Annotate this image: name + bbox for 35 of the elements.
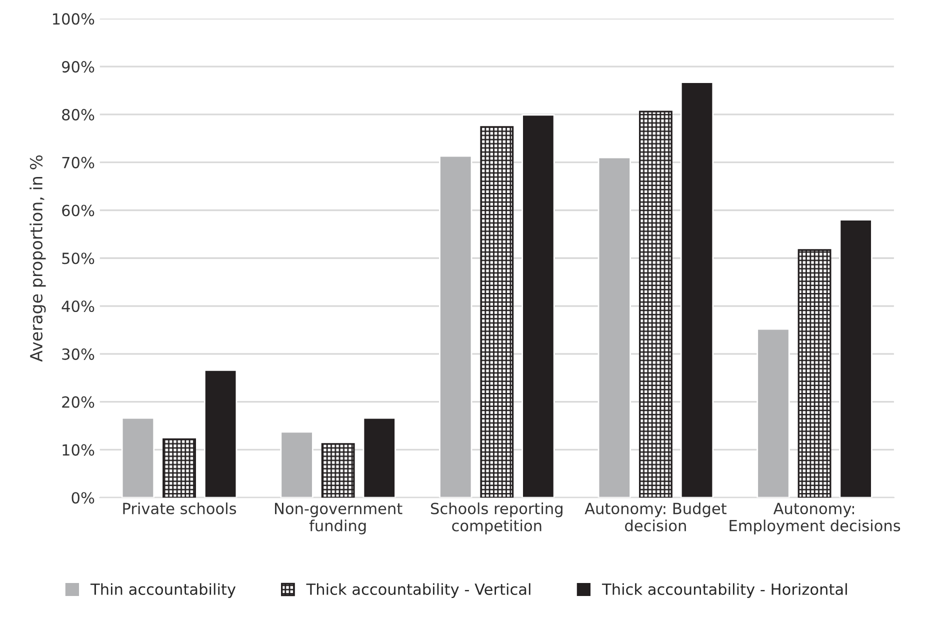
bar (480, 126, 514, 498)
y-tick-label: 60% (62, 204, 94, 216)
x-tick-label: Schools reporting competition (430, 502, 562, 534)
bar (439, 155, 472, 498)
bar (756, 328, 790, 498)
y-tick-label: 50% (62, 252, 94, 264)
x-tick-label: Non-government funding (275, 502, 402, 534)
y-tick-label: 30% (62, 348, 94, 360)
bar (121, 417, 155, 498)
x-tick-label: Private schools (123, 502, 236, 514)
bar (204, 370, 238, 498)
bar (798, 249, 832, 498)
bar (839, 219, 872, 498)
legend-label: Thick accountability - Vertical (306, 583, 530, 598)
y-tick-label: 10% (62, 444, 94, 456)
bar (522, 114, 555, 498)
y-tick-label: 70% (62, 156, 94, 168)
y-tick-label: 0% (72, 492, 94, 504)
x-tick-label: Autonomy: Employment decisions (730, 502, 900, 534)
y-tick-label: 90% (62, 61, 94, 73)
legend-label: Thin accountability (90, 583, 236, 598)
bar (362, 417, 396, 498)
bar (598, 156, 631, 498)
y-tick-label: 40% (62, 300, 94, 312)
y-tick-label: 80% (62, 108, 94, 120)
y-tick-label: 20% (62, 396, 94, 408)
legend-label: Thick accountability - Horizontal (602, 583, 847, 598)
bar (321, 443, 355, 498)
bar (639, 110, 672, 498)
x-tick-label: Autonomy: Budget decision (584, 502, 726, 532)
bar (680, 82, 714, 498)
bar (280, 431, 314, 498)
y-tick-label: 100% (52, 13, 94, 25)
bar (162, 438, 196, 498)
y-axis-title: Average proportion, in % (30, 155, 46, 362)
